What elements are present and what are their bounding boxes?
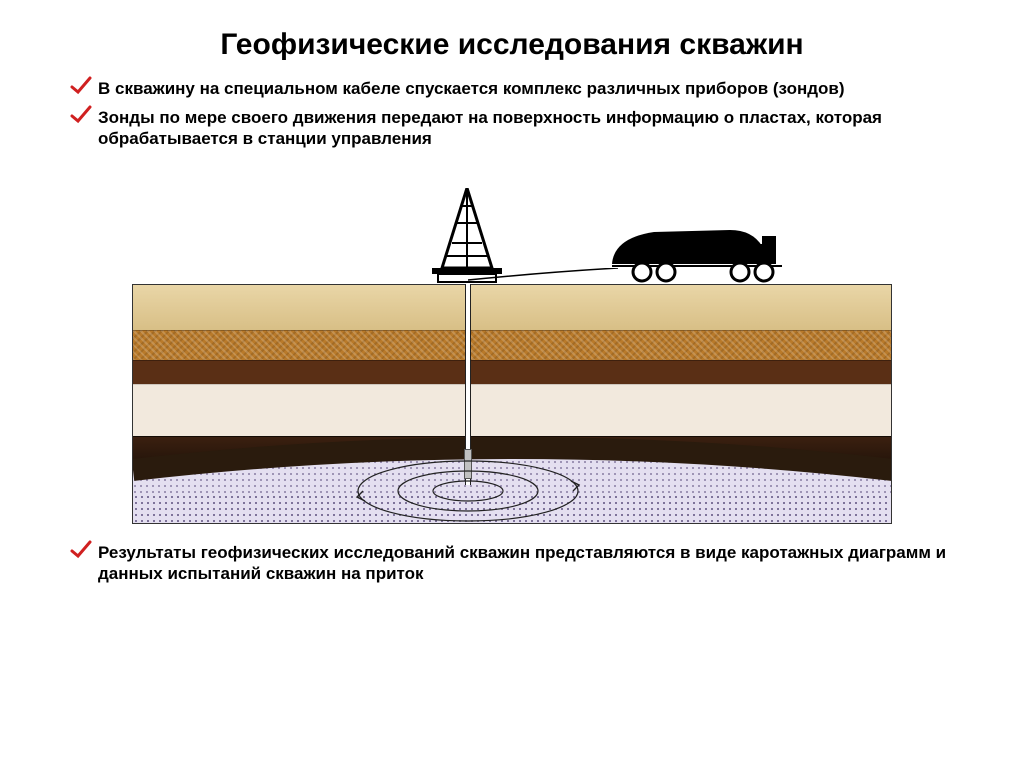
top-bullets: В скважину на специальном кабеле спускае… — [0, 78, 1024, 150]
logging-truck-icon — [612, 226, 782, 284]
check-icon — [70, 76, 92, 101]
page-title: Геофизические исследования скважин — [0, 0, 1024, 72]
sky-area — [132, 174, 892, 284]
strata-stack — [132, 284, 892, 524]
layer-clay — [133, 360, 891, 384]
check-icon — [70, 540, 92, 565]
cable-line — [468, 268, 628, 284]
layer-sand — [133, 330, 891, 360]
bullet-item: Зонды по мере своего движения передают н… — [70, 107, 954, 150]
bullet-item: Результаты геофизических исследований ск… — [70, 542, 954, 585]
bullet-text: Зонды по мере своего движения передают н… — [98, 107, 954, 150]
cross-section-diagram — [132, 174, 892, 524]
bullet-text: Результаты геофизических исследований ск… — [98, 542, 954, 585]
layer-topsoil — [133, 284, 891, 330]
reservoir-arc — [133, 436, 892, 496]
layer-pale — [133, 384, 891, 436]
bullet-item: В скважину на специальном кабеле спускае… — [70, 78, 954, 101]
logging-probe — [464, 449, 472, 479]
bottom-bullets: Результаты геофизических исследований ск… — [0, 542, 1024, 585]
bullet-text: В скважину на специальном кабеле спускае… — [98, 78, 845, 99]
check-icon — [70, 105, 92, 130]
